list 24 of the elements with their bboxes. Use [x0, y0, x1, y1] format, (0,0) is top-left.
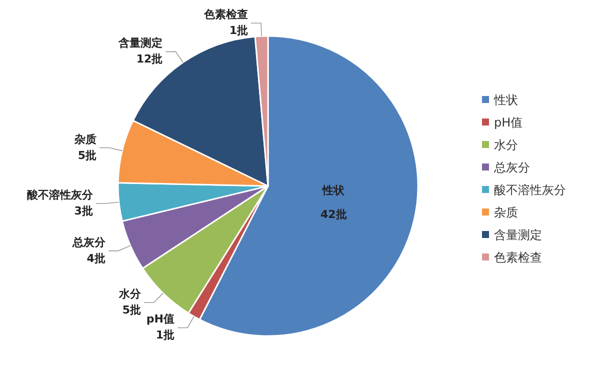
data-label: 12批: [136, 52, 163, 66]
data-label: 5批: [122, 303, 141, 316]
legend-label: 酸不溶性灰分: [494, 183, 566, 197]
data-label: 1批: [156, 328, 175, 342]
legend-label: 水分: [494, 138, 518, 152]
slice-label: 总灰分: [71, 236, 106, 249]
legend-label: 杂质: [494, 206, 518, 220]
legend-label: 含量测定: [494, 228, 542, 242]
data-label: 4批: [86, 252, 106, 265]
legend-label: pH值: [494, 116, 523, 130]
data-label: 5批: [78, 148, 97, 162]
data-label: 3批: [74, 204, 93, 218]
slice-label: 性状: [322, 184, 346, 197]
slice-label: pH值: [146, 312, 175, 326]
data-label: 1批: [229, 24, 248, 38]
legend-label: 色素检查: [494, 250, 542, 264]
slice-label: 水分: [118, 287, 142, 300]
legend-label: 性状: [493, 93, 518, 107]
data-label: 42批: [320, 208, 347, 221]
slice-label: 含量测定: [118, 36, 163, 50]
slice-label: 杂质: [74, 132, 97, 146]
slice-label: 酸不溶性灰分: [26, 188, 94, 202]
legend-label: 总灰分: [493, 160, 530, 174]
slice-label: 色素检查: [202, 8, 248, 22]
